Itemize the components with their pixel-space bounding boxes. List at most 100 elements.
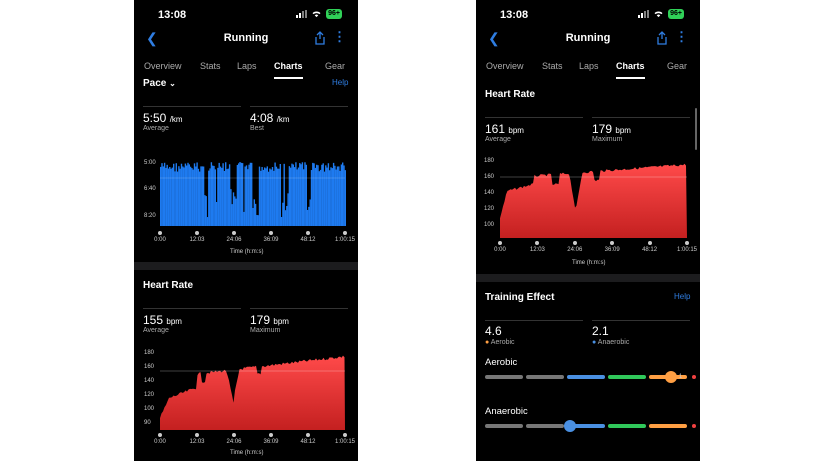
tab-stats[interactable]: Stats <box>200 61 221 71</box>
pace-bar <box>215 201 218 226</box>
x-tick-marker <box>306 433 310 437</box>
pace-bar <box>186 165 188 226</box>
pace-bar <box>227 168 229 226</box>
back-chevron-icon[interactable]: ❮ <box>146 30 158 46</box>
training-effect-help-link[interactable]: Help <box>674 292 691 301</box>
tab-bar: Overview Stats Laps Charts Gear <box>134 61 358 81</box>
scale-segment <box>608 424 646 428</box>
tab-stats[interactable]: Stats <box>542 61 563 71</box>
x-tick-label: 1:00:15 <box>335 439 356 445</box>
pace-bar <box>243 211 245 226</box>
pace-bar <box>301 162 304 226</box>
tab-charts[interactable]: Charts <box>274 61 303 79</box>
pace-bar <box>278 168 280 226</box>
pace-chart[interactable] <box>134 148 358 228</box>
hr-x-label: Time (h:m:s) <box>572 260 606 266</box>
pace-bar <box>282 202 284 226</box>
pace-bar <box>336 166 339 226</box>
pace-bar <box>265 168 267 226</box>
tab-laps[interactable]: Laps <box>237 61 257 71</box>
tab-laps[interactable]: Laps <box>579 61 599 71</box>
pace-title[interactable]: Pace ⌄ <box>143 78 176 89</box>
pace-bar <box>273 170 275 226</box>
hr-max-value: 179 bpm <box>250 313 289 327</box>
hr-title: Heart Rate <box>485 89 536 100</box>
aerobic-value: 4.6 <box>485 324 502 338</box>
pace-bar <box>228 164 231 226</box>
back-chevron-icon[interactable]: ❮ <box>488 30 500 46</box>
pace-bar <box>260 170 262 226</box>
hr-chart[interactable] <box>476 158 700 238</box>
pace-bar <box>340 164 343 226</box>
more-vertical-icon[interactable]: ⋮ <box>675 29 688 44</box>
pace-bar <box>316 164 318 226</box>
signal-icon <box>296 10 308 18</box>
share-icon[interactable] <box>656 31 668 45</box>
x-tick-label: 12:03 <box>189 439 205 445</box>
pace-bar <box>318 171 320 226</box>
x-tick-marker <box>647 241 652 245</box>
x-tick-marker <box>195 433 199 437</box>
scale-segment <box>567 424 605 428</box>
status-bar: 13:08 96+ <box>476 8 700 22</box>
pace-bar <box>314 167 317 226</box>
wifi-icon <box>312 11 321 18</box>
pace-bar <box>251 162 253 226</box>
pace-bar <box>170 168 172 226</box>
tab-overview[interactable]: Overview <box>486 61 524 71</box>
pace-bar <box>299 163 301 226</box>
pace-bar <box>261 166 263 226</box>
tab-overview[interactable]: Overview <box>144 61 182 71</box>
pace-bar <box>266 166 268 226</box>
more-vertical-icon[interactable]: ⋮ <box>333 29 346 44</box>
hr-title: Heart Rate <box>143 280 194 291</box>
pace-bar <box>330 167 332 226</box>
pace-bar <box>271 167 274 226</box>
x-tick-label: 36:09 <box>263 439 279 445</box>
pace-bar <box>160 166 162 226</box>
pace-bar <box>286 205 288 226</box>
pace-bar <box>303 169 305 226</box>
scrollbar[interactable] <box>695 108 697 150</box>
pace-bar <box>321 164 323 226</box>
anaerobic-scale-title: Anaerobic <box>485 406 528 417</box>
pace-bar <box>235 198 237 226</box>
tab-bar: Overview Stats Laps Charts Gear <box>476 61 700 81</box>
pace-bar <box>167 168 170 226</box>
x-tick-marker <box>158 231 162 235</box>
pace-bar <box>200 166 202 226</box>
pace-bar <box>327 163 330 226</box>
y-tick-label: 160 <box>144 364 155 370</box>
share-icon[interactable] <box>314 31 326 45</box>
tab-gear[interactable]: Gear <box>667 61 688 71</box>
pace-best-label: Best <box>250 125 265 132</box>
y-tick-label: 140 <box>144 378 155 384</box>
pace-bar <box>290 167 292 226</box>
pace-bar <box>274 162 276 226</box>
pace-bar <box>193 163 196 226</box>
pace-bar <box>313 163 315 226</box>
pace-bar <box>252 208 254 226</box>
tab-gear[interactable]: Gear <box>325 61 346 71</box>
y-tick-label: 100 <box>484 222 495 228</box>
pace-bar <box>161 163 163 226</box>
pace-bar <box>326 167 328 226</box>
pace-bar <box>197 168 200 226</box>
scale-segment <box>526 375 564 379</box>
pace-bar <box>184 163 187 226</box>
x-tick-marker <box>269 433 273 437</box>
pace-bar <box>212 165 214 226</box>
tab-charts[interactable]: Charts <box>616 61 645 79</box>
pace-help-link[interactable]: Help <box>332 78 349 87</box>
y-tick-label: 140 <box>484 190 495 196</box>
pace-bar <box>245 165 248 226</box>
status-time: 13:08 <box>500 9 529 21</box>
hr-chart[interactable] <box>134 348 358 430</box>
pace-bars <box>160 162 346 226</box>
pace-bar <box>244 166 246 226</box>
x-tick-label: 1:00:15 <box>335 237 356 243</box>
pace-bar <box>234 196 236 226</box>
pace-bar <box>269 168 271 226</box>
hr-area <box>500 163 687 238</box>
pace-average-value: 5:50 /km <box>143 111 183 125</box>
